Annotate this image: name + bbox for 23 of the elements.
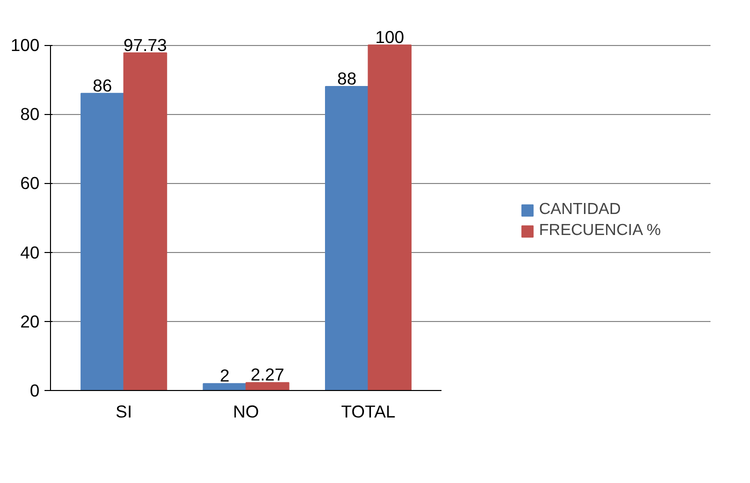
data-label: 100 [375, 27, 404, 48]
data-label: 2.27 [250, 364, 284, 385]
y-tick-label: 80 [20, 104, 40, 124]
data-label: 86 [92, 75, 112, 96]
data-label: 2 [220, 366, 230, 386]
x-tick-label: TOTAL [341, 402, 396, 422]
y-tick-label: 60 [20, 173, 40, 194]
x-tick-label: NO [233, 402, 260, 422]
y-tick-label: 40 [20, 242, 40, 262]
y-tick-label: 20 [20, 311, 40, 332]
legend-label: FRECUENCIA % [539, 222, 661, 240]
legend-label: CANTIDAD [539, 201, 621, 219]
bar [246, 382, 290, 390]
bar [80, 92, 124, 390]
x-tick-label: SI [116, 402, 132, 422]
data-label: 88 [337, 68, 357, 88]
bar [123, 52, 168, 390]
bar [202, 383, 247, 390]
y-tick-label: 0 [30, 380, 40, 400]
bar [325, 86, 369, 390]
bar [368, 44, 412, 390]
y-tick-label: 100 [10, 35, 40, 56]
data-label: 97.73 [124, 34, 167, 55]
